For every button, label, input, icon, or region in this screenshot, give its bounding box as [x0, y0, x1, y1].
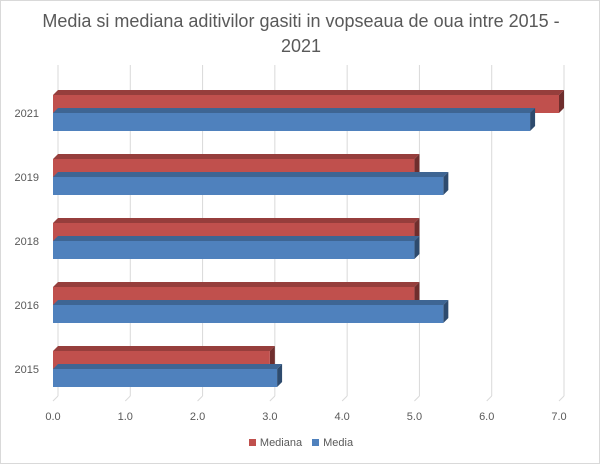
y-tick-label: 2015 [15, 364, 39, 376]
bar-side [277, 364, 283, 387]
gridline-floor [197, 395, 203, 402]
bar-media-2018 [53, 241, 415, 259]
bar-side [269, 346, 275, 369]
bar-media-2019 [53, 177, 444, 195]
bar-top [53, 108, 536, 113]
gridline-floor [486, 395, 493, 402]
legend-label: Media [323, 437, 354, 449]
x-tick-label: 1.0 [118, 411, 133, 423]
bar-media-2021 [53, 113, 531, 131]
bar-top [53, 282, 420, 287]
bar-side [559, 90, 564, 113]
bar-side [414, 154, 420, 177]
bar-top [53, 346, 275, 351]
legend-swatch [312, 439, 320, 446]
gridline-floor [124, 395, 131, 402]
bar-top [53, 90, 564, 95]
gridline-floor [269, 395, 276, 402]
legend-swatch [248, 439, 256, 446]
gridline-floor [414, 395, 420, 402]
bar-top [53, 154, 420, 159]
x-tick-label: 7.0 [551, 411, 566, 423]
bar-top [53, 364, 283, 369]
gridline-floor [558, 395, 565, 402]
y-tick-label: 2021 [15, 108, 39, 120]
x-tick-label: 4.0 [334, 411, 349, 423]
bar-side [414, 218, 420, 241]
bar-media-2016 [53, 305, 444, 323]
bar-media-2015 [53, 369, 278, 387]
legend-label: Mediana [259, 437, 303, 449]
gridline-floor [341, 395, 348, 402]
chart-title: Media si mediana aditivilor gasiti in vo… [42, 11, 560, 56]
legend-item: Media [312, 437, 353, 449]
bar-side [414, 282, 420, 305]
x-tick-label: 2.0 [190, 411, 205, 423]
x-tick-label: 5.0 [407, 411, 422, 423]
bar-top [53, 218, 420, 223]
bar-side [414, 236, 420, 259]
x-tick-label: 6.0 [479, 411, 494, 423]
bar-top [53, 300, 449, 305]
y-tick-label: 2018 [15, 236, 39, 248]
y-tick-label: 2019 [15, 172, 39, 184]
bar-top [53, 236, 420, 241]
legend-item: Mediana [248, 437, 303, 449]
chart-legend: Mediana Media [1, 437, 600, 449]
bar-side [530, 108, 536, 131]
y-tick-label: 2016 [15, 300, 39, 312]
gridline-floor [52, 395, 59, 402]
x-tick-label: 3.0 [262, 411, 277, 423]
bar-side [443, 300, 449, 323]
bar-top [53, 172, 449, 177]
x-tick-label: 0.0 [45, 411, 60, 423]
bar-side [443, 172, 449, 195]
